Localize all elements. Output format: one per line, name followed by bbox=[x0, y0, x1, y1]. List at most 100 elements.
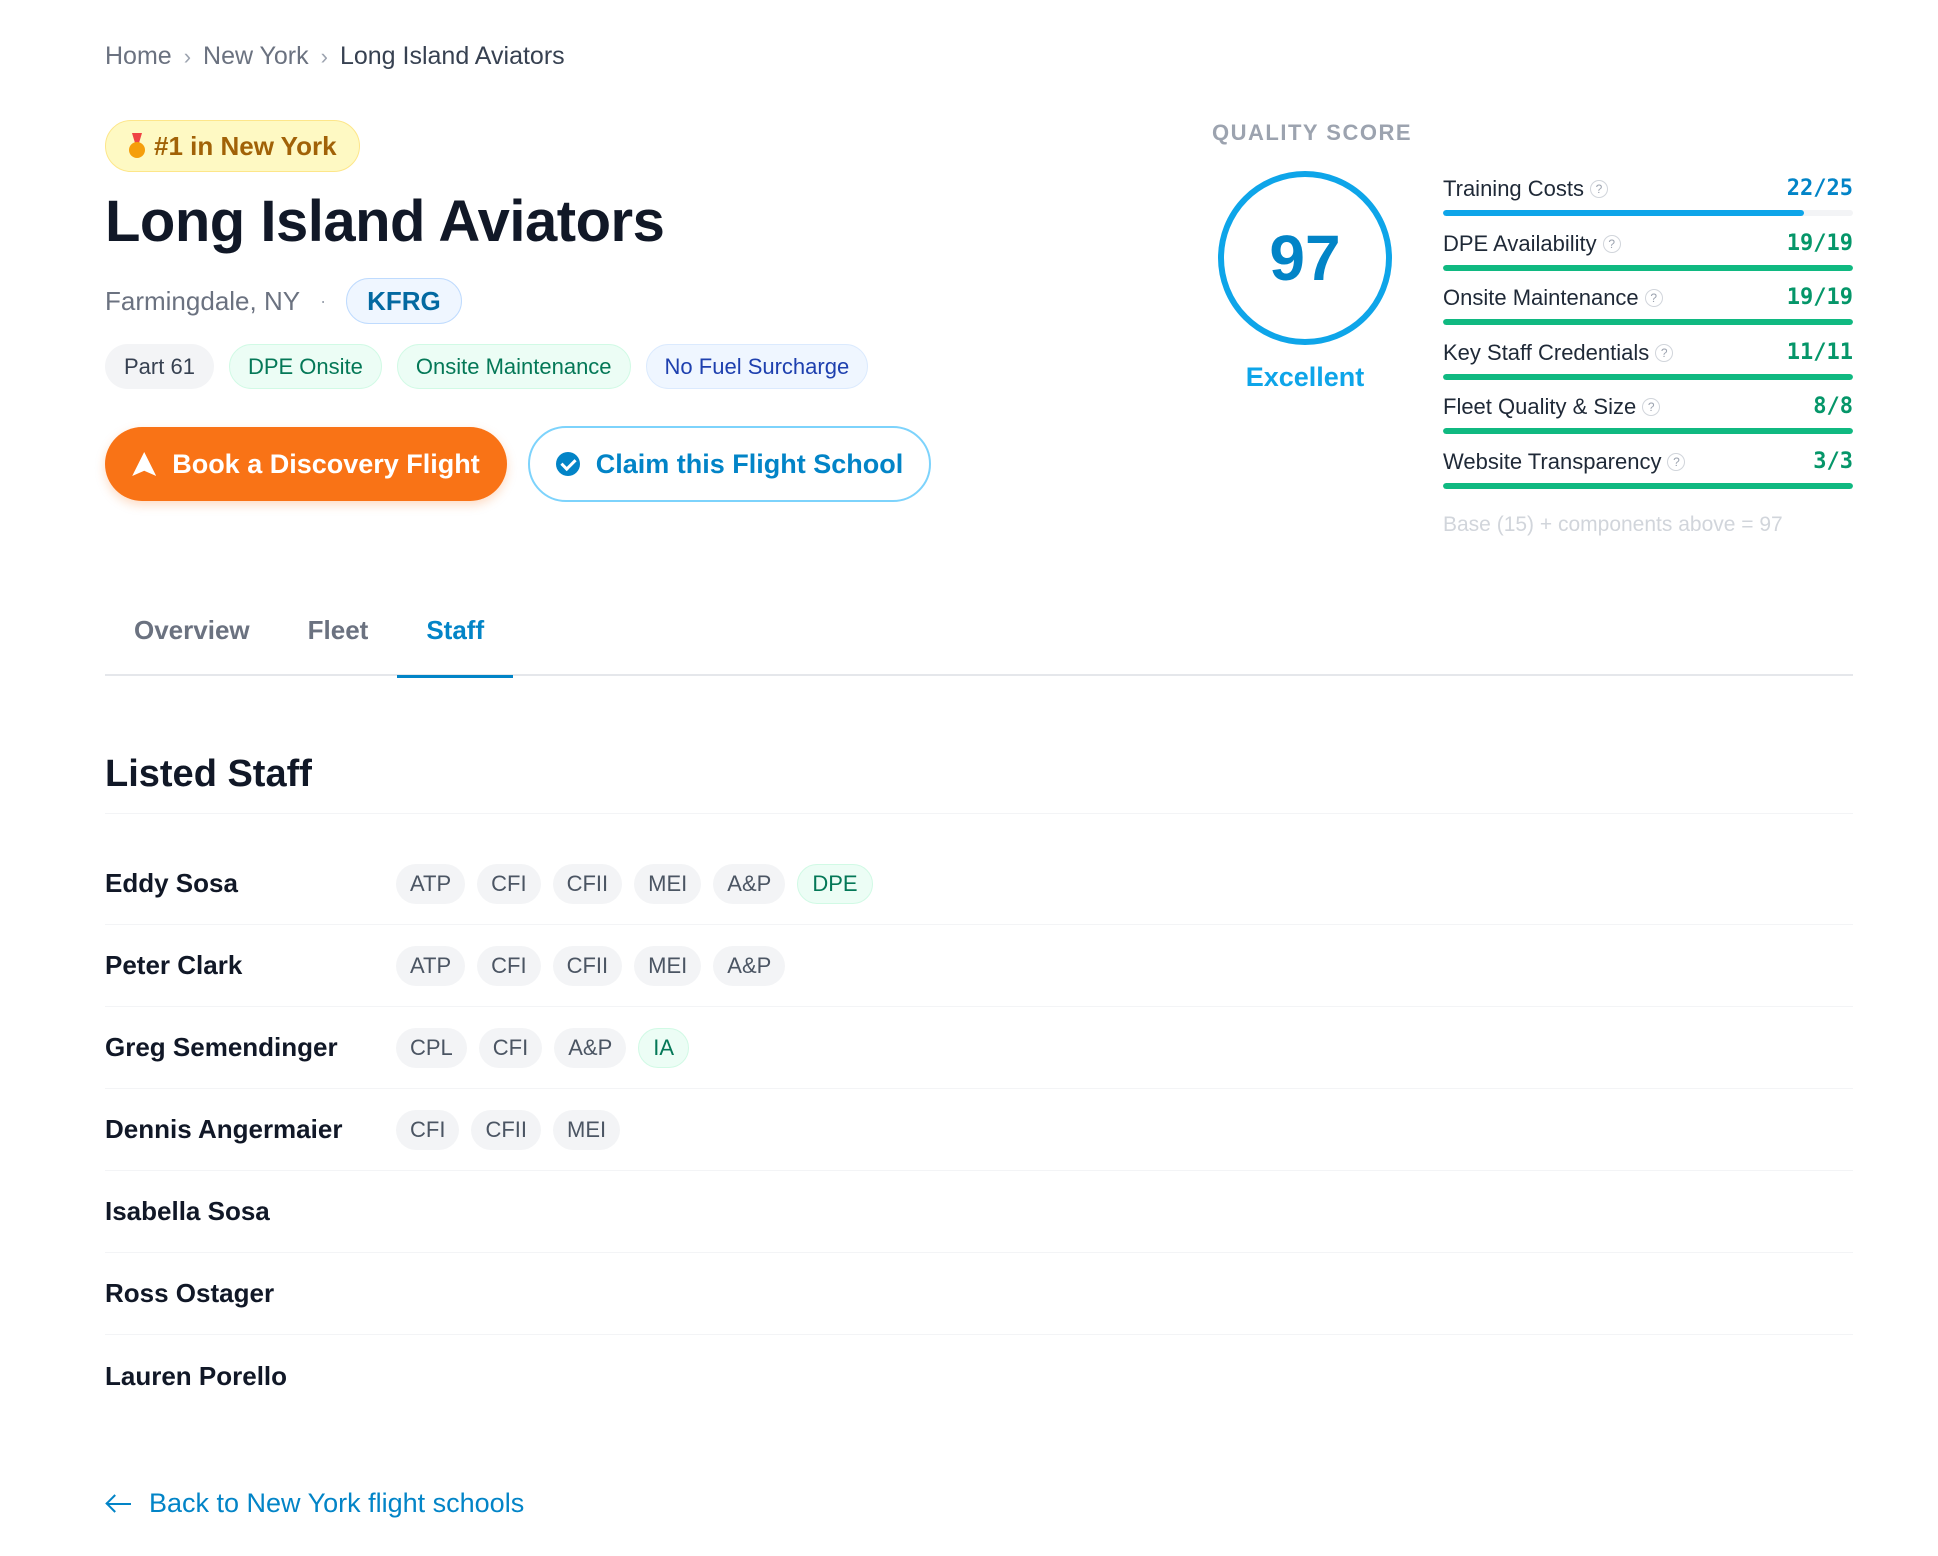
score-metric-bar-fill bbox=[1443, 482, 1853, 489]
staff-row: Isabella Sosa bbox=[105, 1171, 1853, 1253]
staff-row: Dennis Angermaier CFI CFII MEI bbox=[105, 1089, 1853, 1171]
staff-name: Dennis Angermaier bbox=[105, 1114, 343, 1144]
score-metric-bar bbox=[1443, 264, 1853, 271]
staff-row: Lauren Porello bbox=[105, 1335, 1853, 1417]
staff-name: Ross Ostager bbox=[105, 1278, 275, 1308]
score-metric-bar bbox=[1443, 319, 1853, 325]
credential-badge: ATP bbox=[396, 945, 466, 986]
airport-code-badge[interactable]: KFRG bbox=[346, 278, 462, 324]
tag-part-61: Part 61 bbox=[105, 344, 214, 389]
score-metric-bar-fill bbox=[1443, 210, 1804, 216]
score-metric-bar bbox=[1443, 373, 1853, 380]
help-icon[interactable]: ? bbox=[1590, 180, 1609, 198]
score-metric-value: 8/8 bbox=[1813, 394, 1853, 419]
arrow-left-icon bbox=[105, 1494, 133, 1514]
section-title: Listed Staff bbox=[105, 753, 312, 795]
score-metric-label: DPE Availability? bbox=[1443, 231, 1621, 257]
tag-no-fuel-surcharge: No Fuel Surcharge bbox=[645, 344, 869, 389]
score-metric-name: Fleet Quality & Size bbox=[1443, 394, 1637, 419]
breadcrumb: Home › New York › Long Island Aviators bbox=[105, 42, 565, 71]
location-row: Farmingdale, NY · KFRG bbox=[105, 278, 462, 324]
back-link-label: Back to New York flight schools bbox=[149, 1488, 525, 1518]
staff-name: Lauren Porello bbox=[105, 1360, 288, 1391]
book-button-label: Book a Discovery Flight bbox=[172, 448, 480, 479]
credential-badge: MEI bbox=[553, 1109, 621, 1150]
help-icon[interactable]: ? bbox=[1602, 234, 1621, 253]
staff-credentials: ATP CFI CFII MEI A&P DPE bbox=[396, 863, 873, 904]
claim-school-button[interactable]: Claim this Flight School bbox=[528, 426, 931, 502]
page-title: Long Island Aviators bbox=[105, 189, 665, 254]
help-icon[interactable]: ? bbox=[1644, 289, 1663, 307]
score-metric-bar bbox=[1443, 210, 1853, 216]
score-metric-fleet-quality-and-size: Fleet Quality & Size? 8/8 bbox=[1443, 394, 1853, 449]
score-metric-website-transparency: Website Transparency? 3/3 bbox=[1443, 449, 1853, 504]
breadcrumb-home-link[interactable]: Home bbox=[105, 42, 172, 70]
staff-name: Eddy Sosa bbox=[105, 868, 238, 898]
tag-dpe-onsite: DPE Onsite bbox=[228, 344, 382, 389]
credential-badge: ATP bbox=[396, 863, 466, 904]
quality-score-circle: 97 bbox=[1218, 171, 1392, 345]
score-metric-bar-fill bbox=[1443, 319, 1853, 325]
feature-tags: Part 61 DPE Onsite Onsite Maintenance No… bbox=[105, 344, 869, 389]
score-metric-bar-fill bbox=[1443, 264, 1853, 271]
credential-badge: A&P bbox=[713, 945, 786, 986]
back-link[interactable]: Back to New York flight schools bbox=[105, 1488, 524, 1519]
credential-badge: CFI bbox=[478, 1027, 543, 1068]
score-metric-name: Key Staff Credentials bbox=[1443, 339, 1650, 365]
score-metric-bar bbox=[1443, 482, 1853, 489]
score-metric-name: Training Costs bbox=[1443, 176, 1585, 201]
credential-badge: CFI bbox=[396, 1109, 460, 1150]
credential-badge: DPE bbox=[797, 863, 873, 904]
staff-name: Isabella Sosa bbox=[105, 1196, 270, 1226]
tab-fleet[interactable]: Fleet bbox=[307, 615, 369, 645]
score-metric-label: Fleet Quality & Size? bbox=[1443, 394, 1661, 420]
credential-badge: A&P bbox=[713, 863, 786, 904]
score-metric-name: Website Transparency bbox=[1443, 448, 1662, 474]
staff-name: Peter Clark bbox=[105, 950, 243, 980]
score-base-note: Base (15) + components above = 97 bbox=[1443, 513, 1783, 536]
credential-badge: CFII bbox=[552, 863, 623, 904]
staff-credentials: ATP CFI CFII MEI A&P bbox=[396, 945, 786, 986]
staff-credentials: CFI CFII MEI bbox=[396, 1109, 621, 1150]
staff-row: Greg Semendinger CPL CFI A&P IA bbox=[105, 1007, 1853, 1089]
quality-score-value: 97 bbox=[1269, 222, 1341, 294]
section-divider bbox=[105, 813, 1853, 814]
score-metric-value: 11/11 bbox=[1786, 339, 1853, 365]
credential-badge: A&P bbox=[554, 1027, 627, 1068]
credential-badge: CFII bbox=[552, 945, 623, 986]
score-metric-value: 3/3 bbox=[1813, 448, 1853, 474]
tab-staff[interactable]: Staff bbox=[397, 585, 513, 678]
tag-onsite-maintenance: Onsite Maintenance bbox=[396, 344, 631, 389]
score-metric-value: 19/19 bbox=[1786, 230, 1853, 256]
credential-badge: MEI bbox=[634, 863, 702, 904]
help-icon[interactable]: ? bbox=[1667, 452, 1686, 471]
staff-row: Ross Ostager bbox=[105, 1253, 1853, 1335]
location-separator: · bbox=[320, 290, 327, 311]
tab-overview[interactable]: Overview bbox=[134, 615, 250, 645]
verified-check-icon bbox=[555, 452, 580, 476]
staff-row: Peter Clark ATP CFI CFII MEI A&P bbox=[105, 925, 1853, 1007]
staff-credentials: CPL CFI A&P IA bbox=[396, 1027, 690, 1068]
score-metric-key-staff-credentials: Key Staff Credentials? 11/11 bbox=[1443, 340, 1853, 395]
score-metric-value: 19/19 bbox=[1786, 285, 1853, 310]
quality-score-label: QUALITY SCORE bbox=[1212, 120, 1413, 145]
score-breakdown: Training Costs? 22/25 DPE Availability? 19/… bbox=[1443, 176, 1853, 503]
score-metric-label: Onsite Maintenance? bbox=[1443, 285, 1663, 311]
help-icon[interactable]: ? bbox=[1642, 398, 1661, 416]
book-discovery-flight-button[interactable]: Book a Discovery Flight bbox=[105, 427, 507, 501]
score-metric-label: Key Staff Credentials? bbox=[1443, 339, 1674, 366]
credential-badge: CFI bbox=[477, 945, 541, 986]
help-icon[interactable]: ? bbox=[1655, 343, 1674, 362]
score-metric-bar-fill bbox=[1443, 373, 1853, 380]
credential-badge: CFI bbox=[477, 863, 541, 904]
staff-row: Eddy Sosa ATP CFI CFII MEI A&P DPE bbox=[105, 843, 1853, 925]
medal-icon bbox=[128, 133, 146, 159]
score-metric-name: Onsite Maintenance bbox=[1443, 285, 1639, 310]
rank-badge: #1 in New York bbox=[105, 120, 360, 172]
score-metric-value: 22/25 bbox=[1786, 176, 1853, 201]
breadcrumb-state-link[interactable]: New York bbox=[203, 42, 309, 70]
score-metric-bar-fill bbox=[1443, 428, 1853, 434]
quality-score-rating: Excellent bbox=[1245, 362, 1365, 392]
credential-badge: IA bbox=[638, 1027, 690, 1068]
breadcrumb-separator: › bbox=[183, 43, 192, 69]
